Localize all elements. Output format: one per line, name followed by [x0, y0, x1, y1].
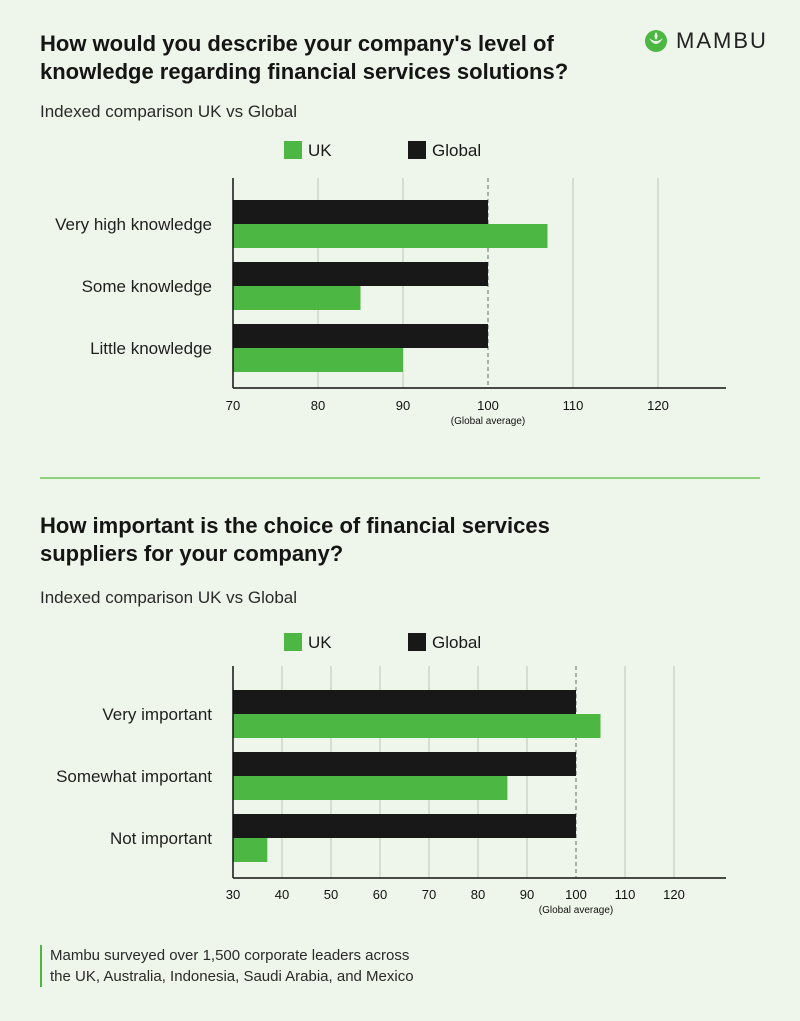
chart-subtitle: Indexed comparison UK vs Global [40, 102, 297, 121]
category-label: Little knowledge [90, 339, 212, 358]
x-tick-label: 90 [520, 887, 534, 902]
bar-uk [233, 776, 508, 800]
legend-label-global: Global [432, 141, 481, 160]
chart-title-line: knowledge regarding financial services s… [40, 59, 568, 84]
legend-swatch-uk [284, 141, 302, 159]
bar-global [233, 324, 488, 348]
chart-title-line: How would you describe your company's le… [40, 31, 554, 56]
bar-uk [233, 714, 601, 738]
x-tick-label: 40 [275, 887, 289, 902]
mambu-logo-text: MAMBU [676, 28, 768, 53]
mambu-logo-icon [645, 30, 667, 52]
footnote: Mambu surveyed over 1,500 corporate lead… [40, 945, 414, 987]
x-tick-label: 80 [471, 887, 485, 902]
bar-global [233, 752, 576, 776]
category-label: Not important [110, 829, 212, 848]
bar-uk [233, 348, 403, 372]
category-label: Very important [102, 705, 212, 724]
x-tick-label: 100 [477, 398, 499, 413]
category-label: Very high knowledge [55, 215, 212, 234]
x-tick-label: 50 [324, 887, 338, 902]
x-tick-label: 90 [396, 398, 410, 413]
category-label: Some knowledge [82, 277, 212, 296]
x-tick-label: 30 [226, 887, 240, 902]
x-tick-label: 80 [311, 398, 325, 413]
chart-title-line: How important is the choice of financial… [40, 513, 550, 538]
chart-subtitle: Indexed comparison UK vs Global [40, 588, 297, 607]
chart-knowledge: How would you describe your company's le… [40, 31, 726, 427]
x-tick-label: 120 [647, 398, 669, 413]
footnote-line-2: the UK, Australia, Indonesia, Saudi Arab… [50, 968, 414, 985]
legend-swatch-uk [284, 633, 302, 651]
legend-swatch-global [408, 141, 426, 159]
category-label: Somewhat important [56, 767, 212, 786]
legend-swatch-global [408, 633, 426, 651]
legend-label-uk: UK [308, 633, 332, 652]
mambu-logo: MAMBU [644, 28, 768, 54]
bar-global [233, 690, 576, 714]
x-tick-label: 120 [663, 887, 685, 902]
bar-global [233, 262, 488, 286]
bar-uk [233, 838, 268, 862]
legend-label-global: Global [432, 633, 481, 652]
x-tick-label: 110 [563, 398, 584, 413]
x-tick-label: 110 [615, 887, 636, 902]
chart-importance: How important is the choice of financial… [40, 513, 726, 916]
bar-uk [233, 286, 361, 310]
bar-global [233, 200, 488, 224]
section-divider [40, 477, 760, 479]
x-tick-label: 100 [565, 887, 587, 902]
reference-label: (Global average) [539, 905, 613, 916]
x-tick-label: 70 [226, 398, 240, 413]
x-tick-label: 70 [422, 887, 436, 902]
bar-global [233, 814, 576, 838]
footnote-line-1: Mambu surveyed over 1,500 corporate lead… [50, 947, 410, 964]
reference-label: (Global average) [451, 416, 525, 427]
bar-uk [233, 224, 548, 248]
x-tick-label: 60 [373, 887, 387, 902]
legend-label-uk: UK [308, 141, 332, 160]
chart-title-line: suppliers for your company? [40, 541, 343, 566]
